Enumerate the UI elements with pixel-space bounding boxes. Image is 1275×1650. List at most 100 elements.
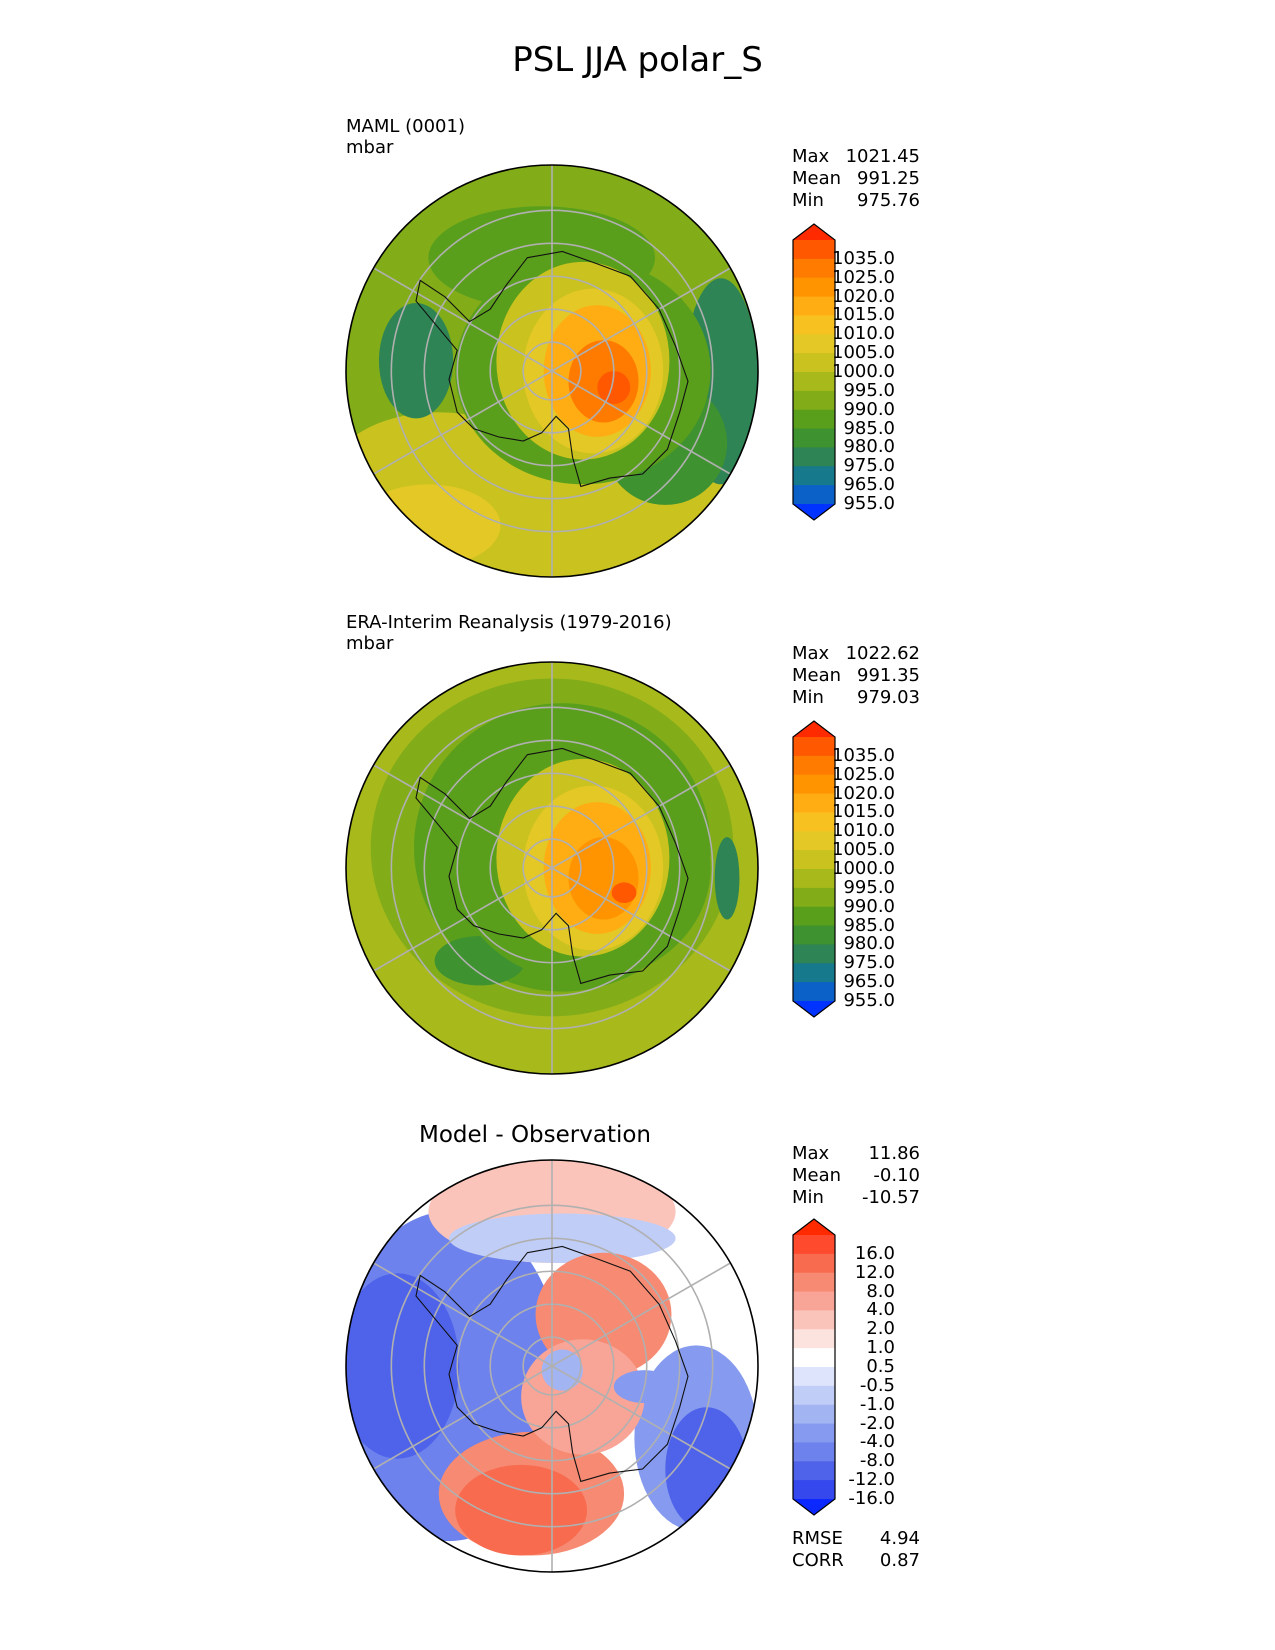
colorbar-segment (793, 869, 835, 889)
colorbar-tick-label: -8.0 (859, 1450, 895, 1472)
colorbar-segment (793, 755, 835, 776)
colorbar-tick-label: 1000.0 (832, 858, 895, 879)
colorbar-2 (792, 720, 836, 1018)
stat-row: Mean 991.25 (792, 168, 920, 190)
colorbar-tick-label: 990.0 (843, 398, 895, 420)
colorbar-tick-label: 8.0 (866, 1280, 895, 1302)
colorbar-tick-label: 975.0 (843, 455, 895, 477)
colorbar-extend-max (793, 721, 835, 737)
colorbar-tick-label: 990.0 (843, 895, 895, 917)
longitude-gridline (373, 1365, 553, 1470)
colorbar-segment (793, 1310, 835, 1330)
colorbar-extend-min (793, 504, 835, 520)
longitude-gridline (551, 267, 731, 372)
colorbar-tick-label: 0.5 (866, 1356, 895, 1377)
colorbar-segment (793, 428, 835, 448)
colorbar-tick-label: 1020.0 (832, 782, 895, 804)
colorbar-segment (793, 1423, 835, 1443)
stat-value: 991.25 (857, 168, 920, 189)
stat-value: -0.10 (873, 1165, 920, 1186)
colorbar-tick-label: 4.0 (866, 1299, 895, 1321)
metric-label: RMSE (792, 1528, 843, 1549)
colorbar-segment (793, 850, 835, 870)
stat-label: Max (792, 146, 830, 167)
colorbar-segment (793, 334, 835, 354)
contour-region (714, 837, 740, 920)
stat-label: Min (792, 687, 824, 708)
colorbar-segment (793, 277, 835, 298)
colorbar-tick-label: -12.0 (848, 1469, 895, 1491)
metric-label: CORR (792, 1550, 844, 1571)
colorbar-tick-label: 955.0 (843, 493, 895, 514)
longitude-gridline (551, 764, 731, 869)
colorbar-outline (792, 223, 836, 521)
colorbar-segment (793, 447, 835, 467)
colorbar-tick-label: 1.0 (866, 1337, 895, 1359)
colorbar-tick-label: 985.0 (843, 914, 895, 936)
colorbar-labels-2: 1035.0 1025.0 1020.0 1015.0 1010.0 1005.0 1000… (805, 0, 895, 1009)
stat-value: 991.35 (857, 665, 920, 686)
panel-title: Model - Observation (418, 1122, 652, 1148)
colorbar-segment (793, 466, 835, 486)
stat-label: Mean (792, 168, 842, 189)
contour-region (356, 484, 501, 567)
colorbar-tick-label: 1010.0 (832, 323, 895, 345)
colorbar-segment (793, 887, 835, 908)
colorbar-extend-min (793, 1499, 835, 1515)
colorbar-tick-label: 1005.0 (832, 839, 895, 861)
metric-row: CORR 0.87 (792, 1550, 920, 1572)
colorbar-tick-label: 975.0 (843, 952, 895, 974)
colorbar-segment (793, 944, 835, 964)
stat-value: 1022.62 (845, 643, 920, 664)
stat-value: 11.86 (868, 1143, 920, 1164)
colorbar-segment (793, 1385, 835, 1406)
contour-region (665, 1407, 748, 1531)
colorbar-segment (793, 925, 835, 945)
colorbar-tick-label: 985.0 (843, 417, 895, 439)
colorbar-tick-label: 1025.0 (832, 266, 895, 288)
colorbar-tick-label: 965.0 (843, 474, 895, 496)
colorbar-segment (793, 963, 835, 983)
colorbar-tick-label: 1035.0 (832, 247, 895, 269)
colorbar-tick-label: 1020.0 (832, 285, 895, 307)
colorbar-tick-label: -1.0 (859, 1393, 895, 1415)
stat-label: Max (792, 643, 830, 664)
colorbar-tick-label: -16.0 (848, 1488, 895, 1509)
polar-map-2 (345, 661, 759, 1075)
stats-box: Max 11.86 Mean -0.10 Min -10.57 (792, 1143, 920, 1209)
stats-box: Max 1021.45 Mean 991.25 Min 975.76 (792, 146, 920, 212)
colorbar-tick-label: 1010.0 (832, 820, 895, 842)
colorbar-segment (793, 258, 835, 279)
colorbar-tick-label: -2.0 (859, 1412, 895, 1434)
colorbar-tick-label: 1005.0 (832, 342, 895, 364)
colorbar-segment (793, 906, 835, 927)
colorbar-segment (793, 1480, 835, 1500)
field-contours (346, 662, 758, 1074)
contour-region (455, 1464, 588, 1556)
map-boundary (345, 1159, 759, 1573)
stat-row: Min 975.76 (792, 190, 920, 212)
longitude-gridline (373, 867, 553, 972)
colorbar-tick-label: 995.0 (843, 379, 895, 401)
longitude-gridline (373, 1262, 553, 1367)
colorbar-tick-label: 16.0 (854, 1242, 895, 1264)
colorbar-extend-min (793, 1001, 835, 1017)
colorbar-segment (793, 372, 835, 392)
colorbar-tick-label: 1015.0 (832, 801, 895, 823)
colorbar-outline (792, 1218, 836, 1516)
coastline (415, 1245, 689, 1483)
colorbar-3 (792, 1218, 836, 1516)
stat-label: Mean (792, 665, 842, 686)
longitude-gridline (373, 764, 553, 869)
colorbar-segment (793, 296, 835, 316)
colorbar-segment (793, 1348, 835, 1368)
colorbar-tick-label: 2.0 (866, 1318, 895, 1340)
colorbar-tick-label: 1025.0 (832, 763, 895, 785)
colorbar-segment (793, 240, 835, 260)
longitude-gridline (373, 267, 553, 372)
longitude-gridline (551, 370, 731, 475)
longitude-gridline (551, 867, 731, 972)
colorbar-segment (793, 1367, 835, 1387)
polar-map-3 (345, 1159, 759, 1573)
colorbar-segment (793, 831, 835, 851)
